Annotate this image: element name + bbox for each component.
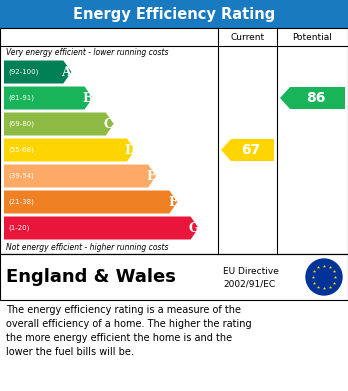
Text: EU Directive: EU Directive <box>223 267 279 276</box>
Text: 86: 86 <box>306 91 325 105</box>
Text: A: A <box>62 66 71 79</box>
Text: G: G <box>188 221 199 235</box>
Text: Very energy efficient - lower running costs: Very energy efficient - lower running co… <box>6 48 168 57</box>
Bar <box>0 254 348 300</box>
Text: (21-38): (21-38) <box>8 199 34 205</box>
Text: (1-20): (1-20) <box>8 225 29 231</box>
Polygon shape <box>4 138 135 161</box>
Bar <box>0 28 348 254</box>
Polygon shape <box>4 113 114 136</box>
Text: D: D <box>125 143 135 156</box>
Text: The energy efficiency rating is a measure of the
overall efficiency of a home. T: The energy efficiency rating is a measur… <box>6 305 252 357</box>
Text: Potential: Potential <box>293 32 332 41</box>
Polygon shape <box>280 87 345 109</box>
Text: B: B <box>82 91 93 104</box>
Text: (92-100): (92-100) <box>8 69 38 75</box>
Text: England & Wales: England & Wales <box>6 268 176 286</box>
Polygon shape <box>4 86 93 109</box>
Circle shape <box>306 259 342 295</box>
Text: F: F <box>168 196 177 208</box>
Text: 2002/91/EC: 2002/91/EC <box>223 280 275 289</box>
Text: 67: 67 <box>241 143 260 157</box>
Text: C: C <box>104 118 114 131</box>
Polygon shape <box>4 190 177 213</box>
Text: (81-91): (81-91) <box>8 95 34 101</box>
Polygon shape <box>221 139 274 161</box>
Text: Energy Efficiency Rating: Energy Efficiency Rating <box>73 7 275 22</box>
Text: (69-80): (69-80) <box>8 121 34 127</box>
Polygon shape <box>4 217 199 240</box>
Text: Not energy efficient - higher running costs: Not energy efficient - higher running co… <box>6 243 168 252</box>
Bar <box>0 0 348 28</box>
Text: (39-54): (39-54) <box>8 173 34 179</box>
Polygon shape <box>4 61 71 84</box>
Text: (55-68): (55-68) <box>8 147 34 153</box>
Text: Current: Current <box>230 32 264 41</box>
Text: E: E <box>147 170 156 183</box>
Polygon shape <box>4 165 156 188</box>
